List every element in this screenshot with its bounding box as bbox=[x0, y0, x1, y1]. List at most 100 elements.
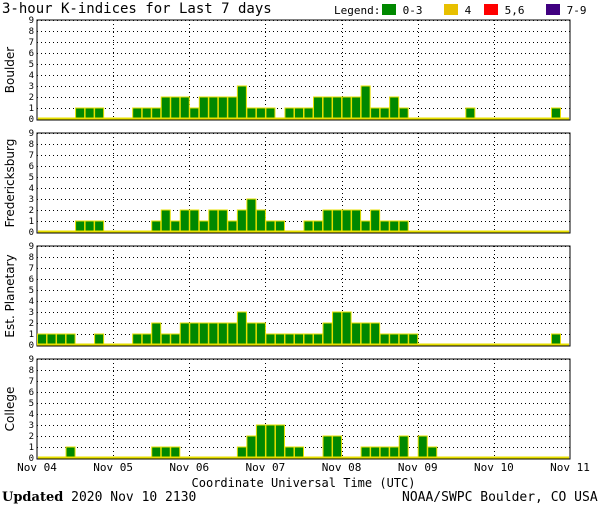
kindex-bar bbox=[94, 107, 105, 120]
kindex-bar bbox=[208, 96, 219, 120]
kindex-bar bbox=[465, 107, 476, 120]
panel-frame bbox=[36, 245, 571, 347]
kindex-bar bbox=[75, 107, 86, 120]
y-tick-label: 8 bbox=[29, 253, 34, 263]
kindex-bar bbox=[65, 446, 76, 459]
kindex-bar bbox=[217, 322, 228, 346]
y-tick-label: 9 bbox=[29, 129, 34, 139]
kindex-bar bbox=[56, 333, 67, 346]
y-tick-label: 1 bbox=[29, 104, 34, 114]
y-tick-label: 2 bbox=[29, 93, 34, 103]
y-tick-label: 8 bbox=[29, 366, 34, 376]
kindex-bar bbox=[370, 107, 381, 120]
kindex-bar bbox=[227, 220, 238, 233]
kindex-bar bbox=[227, 322, 238, 346]
kindex-bar bbox=[398, 333, 409, 346]
panel-frame bbox=[36, 358, 571, 460]
kindex-bar bbox=[550, 107, 561, 120]
kindex-bar bbox=[198, 220, 209, 233]
kindex-bar bbox=[351, 209, 362, 233]
kindex-bar bbox=[132, 107, 143, 120]
x-tick-label: Nov 11 bbox=[550, 461, 590, 474]
kindex-bar bbox=[322, 96, 333, 120]
kindex-bar bbox=[332, 435, 343, 459]
y-tick-label: 1 bbox=[29, 217, 34, 227]
updated-value: 2020 Nov 10 2130 bbox=[71, 490, 197, 505]
kindex-bar bbox=[217, 96, 228, 120]
y-tick-label: 7 bbox=[29, 264, 34, 274]
y-tick-label: 5 bbox=[29, 286, 34, 296]
kindex-bar bbox=[398, 435, 409, 459]
kindex-bar bbox=[170, 446, 181, 459]
y-tick-label: 4 bbox=[29, 410, 34, 420]
y-tick-label: 3 bbox=[29, 82, 34, 92]
x-tick-label: Nov 07 bbox=[246, 461, 286, 474]
y-tick-label: 2 bbox=[29, 432, 34, 442]
kindex-bar bbox=[160, 96, 171, 120]
y-tick-label: 0 bbox=[29, 454, 34, 464]
y-tick-label: 5 bbox=[29, 173, 34, 183]
kindex-bar bbox=[217, 209, 228, 233]
kindex-bar bbox=[246, 435, 257, 459]
kindex-bar bbox=[293, 333, 305, 346]
y-tick-label: 7 bbox=[29, 38, 34, 48]
x-tick-label: Nov 05 bbox=[93, 461, 133, 474]
y-tick-label: 8 bbox=[29, 27, 34, 37]
kindex-bar bbox=[332, 311, 343, 346]
legend-swatch-0-3 bbox=[382, 4, 396, 15]
y-tick-label: 9 bbox=[29, 242, 34, 252]
kindex-bar bbox=[246, 198, 257, 233]
legend-item-5-6: 5,6 bbox=[484, 4, 525, 17]
kindex-bar bbox=[303, 333, 314, 346]
kindex-bar bbox=[84, 107, 95, 120]
kindex-bar bbox=[293, 107, 305, 120]
kindex-bar bbox=[360, 446, 371, 459]
y-tick-label: 4 bbox=[29, 297, 34, 307]
y-tick-label: 0 bbox=[29, 228, 34, 238]
y-tick-label: 7 bbox=[29, 151, 34, 161]
station-label: Fredericksburg bbox=[3, 139, 17, 228]
kindex-bar bbox=[255, 424, 266, 459]
kindex-bar bbox=[274, 220, 285, 233]
legend-swatch-5-6 bbox=[484, 4, 498, 15]
y-tick-label: 1 bbox=[29, 443, 34, 453]
legend-swatch-4 bbox=[444, 4, 458, 15]
kindex-bar bbox=[265, 107, 276, 120]
y-tick-label: 3 bbox=[29, 195, 34, 205]
x-tick-label: Nov 06 bbox=[169, 461, 209, 474]
station-label: Est. Planetary bbox=[3, 254, 17, 337]
kindex-bar bbox=[341, 209, 352, 233]
kindex-bar bbox=[550, 333, 561, 346]
kindex-bar bbox=[255, 107, 266, 120]
kindex-bar bbox=[332, 96, 343, 120]
kindex-bar bbox=[332, 209, 343, 233]
credit-text: NOAA/SWPC Boulder, CO USA bbox=[402, 490, 598, 505]
kindex-bar bbox=[360, 322, 371, 346]
y-tick-label: 2 bbox=[29, 206, 34, 216]
kindex-bar bbox=[341, 96, 352, 120]
y-tick-label: 5 bbox=[29, 60, 34, 70]
k-index-chart: 0123456789Boulder0123456789Fredericksbur… bbox=[3, 16, 590, 490]
kindex-bar bbox=[179, 209, 190, 233]
legend-item-4: 4 bbox=[444, 4, 471, 17]
y-tick-label: 3 bbox=[29, 308, 34, 318]
kindex-bar bbox=[84, 220, 95, 233]
kindex-bar bbox=[389, 333, 400, 346]
chart-title: 3-hour K-indices for Last 7 days bbox=[2, 1, 272, 17]
kindex-bar bbox=[160, 209, 171, 233]
kindex-bar bbox=[189, 107, 200, 120]
kindex-bar bbox=[322, 435, 333, 459]
kindex-bar bbox=[293, 446, 305, 459]
kindex-bar bbox=[322, 322, 333, 346]
kindex-bar bbox=[265, 333, 276, 346]
kindex-bar bbox=[427, 446, 438, 459]
kindex-bar bbox=[313, 96, 324, 120]
kindex-bar bbox=[265, 220, 276, 233]
y-tick-label: 6 bbox=[29, 162, 34, 172]
updated-line: Updated 2020 Nov 10 2130 bbox=[2, 490, 196, 505]
updated-label: Updated bbox=[2, 490, 64, 505]
kindex-bar bbox=[198, 322, 209, 346]
y-tick-label: 2 bbox=[29, 319, 34, 329]
kindex-bar bbox=[379, 220, 390, 233]
kindex-bar bbox=[46, 333, 57, 346]
